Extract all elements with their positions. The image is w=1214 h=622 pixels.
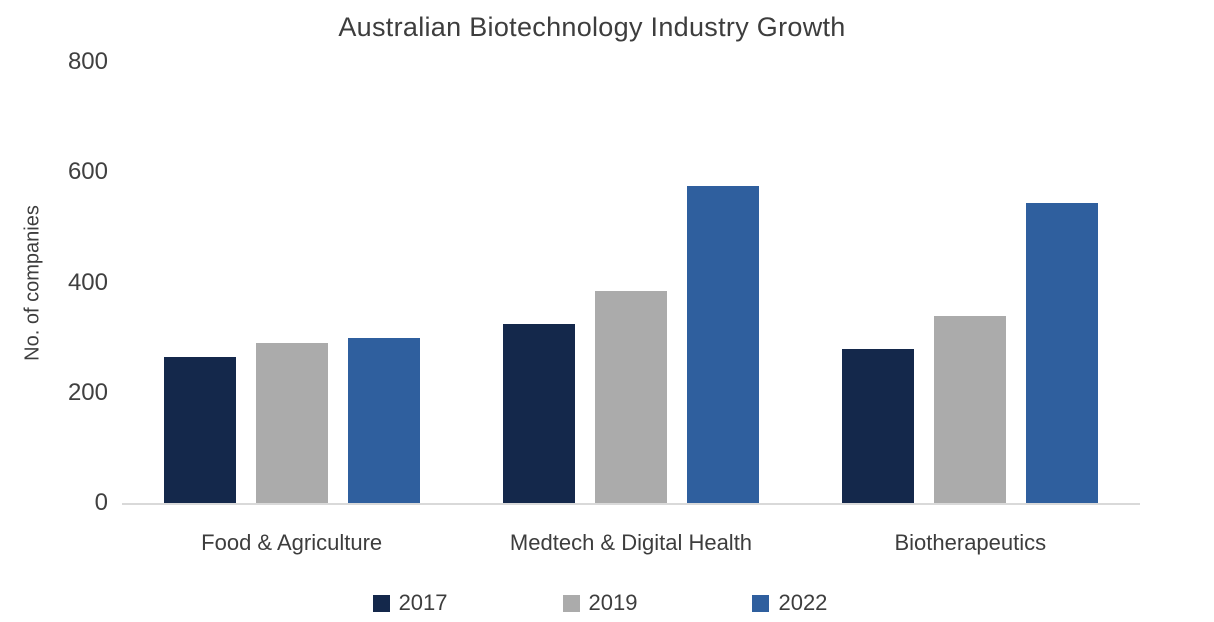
- bar-2019: [934, 315, 1007, 503]
- legend-label: 2022: [778, 590, 828, 615]
- bar-2019: [255, 343, 328, 503]
- plot-area: [122, 62, 1140, 505]
- bar-2017: [502, 323, 575, 503]
- x-category-label: Food & Agriculture: [201, 530, 383, 555]
- legend-swatch-icon: [752, 594, 770, 612]
- bar-2022: [686, 186, 759, 503]
- bar-2022: [1026, 202, 1099, 503]
- legend-label: 2019: [588, 590, 638, 615]
- bar-group: [801, 62, 1140, 503]
- y-tick-label: 200: [67, 378, 108, 406]
- x-category-label: Biotherapeutics: [894, 530, 1047, 555]
- legend-item: 2017: [372, 590, 448, 616]
- chart-legend: 2017 2019 2022: [0, 590, 1200, 616]
- bar-2017: [163, 356, 236, 503]
- legend-label: 2017: [398, 590, 448, 615]
- legend-item: 2019: [562, 590, 638, 616]
- y-tick-label: 0: [94, 489, 108, 516]
- x-axis-labels: Food & Agriculture Medtech & Digital Heal…: [122, 530, 1140, 556]
- y-tick-label: 800: [67, 48, 108, 75]
- bar-group: [461, 62, 800, 503]
- y-tick-label: 400: [67, 268, 108, 296]
- legend-swatch-icon: [372, 594, 390, 612]
- bar-group: [122, 62, 461, 503]
- y-tick-label: 600: [67, 158, 108, 186]
- bar-2019: [594, 290, 667, 503]
- x-category-label: Medtech & Digital Health: [509, 530, 753, 555]
- bar-2022: [347, 337, 420, 503]
- y-axis-ticks: 0 200 400 600 800: [0, 48, 108, 516]
- legend-swatch-icon: [562, 594, 580, 612]
- bar-2017: [842, 348, 915, 503]
- chart-title: Australian Biotechnology Industry Growth: [338, 12, 846, 42]
- legend-item: 2022: [752, 590, 827, 616]
